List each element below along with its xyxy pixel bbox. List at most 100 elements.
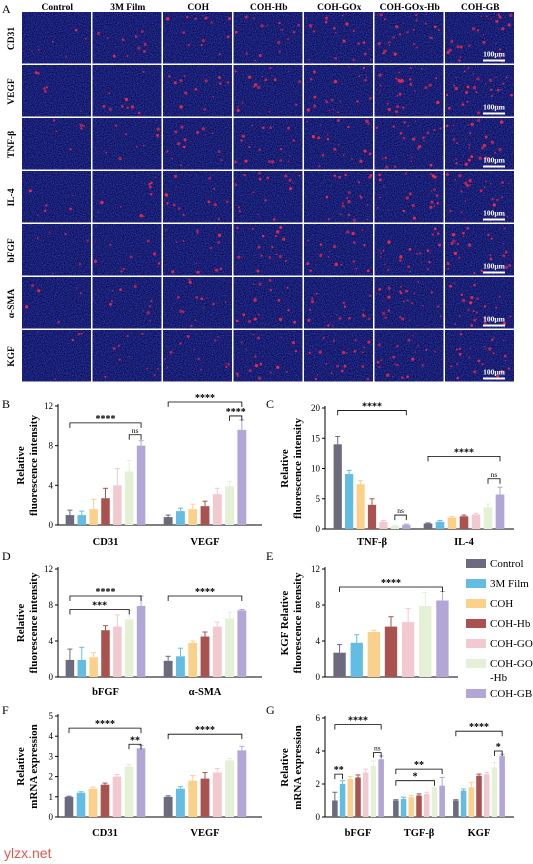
marker-stain <box>142 144 145 147</box>
marker-stain <box>387 240 391 244</box>
y-tick-label: 6 <box>316 713 321 723</box>
y-tick-label: 5 <box>49 711 54 721</box>
marker-stain <box>339 213 342 216</box>
marker-stain <box>495 306 497 309</box>
marker-stain <box>111 290 114 292</box>
marker-stain <box>166 201 169 205</box>
bar <box>200 636 210 677</box>
marker-stain <box>332 339 336 342</box>
category-label: CD31 <box>92 828 118 839</box>
legend-swatch <box>466 659 486 668</box>
marker-stain <box>379 249 381 252</box>
y-axis-label: Relative <box>279 748 291 787</box>
marker-stain <box>395 77 398 80</box>
marker-stain <box>508 182 510 184</box>
marker-stain <box>121 105 124 108</box>
marker-stain <box>155 119 157 122</box>
marker-stain <box>330 372 333 375</box>
marker-stain <box>240 139 243 142</box>
marker-stain <box>360 159 362 162</box>
marker-stain <box>475 318 478 320</box>
marker-stain <box>109 243 112 246</box>
marker-stain <box>341 202 344 204</box>
marker-stain <box>291 341 295 345</box>
marker-stain <box>292 139 295 142</box>
marker-stain <box>426 268 430 271</box>
marker-stain <box>257 171 261 175</box>
marker-stain <box>422 136 425 139</box>
y-tick-label: 0 <box>49 520 54 530</box>
significance-bracket <box>455 730 503 737</box>
marker-stain <box>476 77 480 81</box>
marker-stain <box>54 378 56 380</box>
marker-stain <box>292 182 294 184</box>
marker-stain <box>204 16 208 20</box>
significance-bracket <box>373 752 382 758</box>
marker-stain <box>200 368 202 371</box>
marker-stain <box>281 29 284 31</box>
marker-stain <box>468 44 471 47</box>
bar <box>483 507 493 529</box>
y-tick-label: 4 <box>316 746 321 756</box>
marker-stain <box>378 287 382 291</box>
marker-stain <box>480 15 482 18</box>
marker-stain <box>333 147 337 151</box>
marker-stain <box>48 231 51 234</box>
marker-stain <box>36 237 39 240</box>
marker-stain <box>423 139 425 142</box>
marker-stain <box>334 56 338 60</box>
significance-bracket <box>337 410 407 416</box>
nuclei-stain <box>445 65 514 117</box>
marker-stain <box>261 75 264 77</box>
bar <box>100 784 110 817</box>
bar <box>370 765 377 817</box>
nuclei-stain <box>304 171 373 223</box>
marker-stain <box>440 359 442 361</box>
marker-stain <box>482 40 486 44</box>
marker-stain <box>379 91 381 93</box>
marker-stain <box>433 175 437 179</box>
marker-stain <box>182 240 185 242</box>
marker-stain <box>267 159 271 164</box>
bar <box>332 800 338 817</box>
nuclei-stain <box>22 118 91 170</box>
marker-stain <box>37 214 39 216</box>
marker-stain <box>500 180 504 184</box>
marker-stain <box>31 284 35 288</box>
marker-stain <box>37 72 40 75</box>
legend-label: COH-GOx <box>490 638 533 650</box>
marker-stain <box>177 141 181 146</box>
marker-stain <box>388 44 391 46</box>
marker-stain <box>311 297 314 300</box>
marker-stain <box>166 150 169 153</box>
y-tick-label: 12 <box>44 564 53 574</box>
column-header: 3M Film <box>110 3 145 13</box>
marker-stain <box>124 97 129 102</box>
panel-letter-f: F <box>2 703 9 717</box>
marker-stain <box>488 161 491 164</box>
marker-stain <box>278 50 281 53</box>
marker-stain <box>403 120 407 124</box>
legend-label: -Hb <box>490 672 508 684</box>
marker-stain <box>399 315 402 319</box>
marker-stain <box>495 19 499 23</box>
column-header: Control <box>42 3 74 13</box>
marker-stain <box>400 291 403 295</box>
marker-stain <box>146 367 149 370</box>
marker-stain <box>483 316 486 320</box>
marker-stain <box>218 82 222 86</box>
bar <box>176 656 185 677</box>
y-tick-label: 4 <box>49 480 54 490</box>
marker-stain <box>498 28 500 30</box>
marker-stain <box>279 159 282 162</box>
marker-stain <box>462 235 465 238</box>
significance-label: **** <box>381 578 401 589</box>
marker-stain <box>83 124 86 127</box>
nuclei-stain <box>233 330 303 382</box>
chart-panel-g: 0 2 4 6 Relative mRNA expression bFGF TGF-β KGF *… <box>279 713 514 839</box>
marker-stain <box>306 262 310 266</box>
bar <box>345 473 354 529</box>
marker-stain <box>507 367 510 370</box>
marker-stain <box>336 364 340 368</box>
bar <box>378 759 384 817</box>
